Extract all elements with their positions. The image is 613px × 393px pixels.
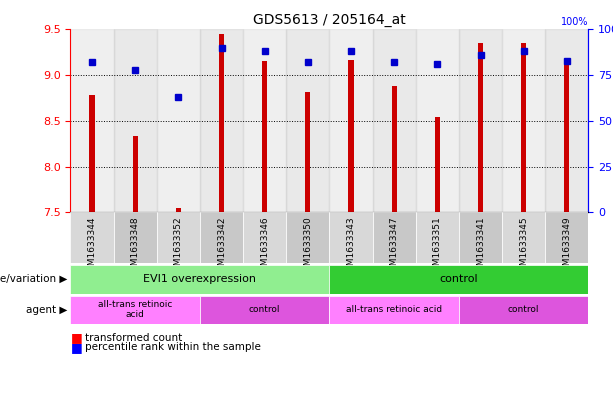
Bar [392, 86, 397, 212]
Text: GSM1633345: GSM1633345 [519, 216, 528, 277]
Bar [219, 34, 224, 212]
Text: GSM1633351: GSM1633351 [433, 216, 442, 277]
Bar [502, 29, 546, 212]
Bar [330, 296, 459, 324]
Bar [176, 208, 181, 212]
Bar [348, 60, 354, 212]
Bar [200, 296, 330, 324]
Text: GSM1633348: GSM1633348 [131, 216, 140, 277]
Text: 100%: 100% [561, 17, 588, 27]
Text: EVI1 overexpression: EVI1 overexpression [143, 274, 256, 285]
Bar [262, 61, 267, 212]
Text: all-trans retinoic
acid: all-trans retinoic acid [98, 300, 172, 320]
Bar [373, 212, 416, 263]
Bar [243, 29, 286, 212]
Bar [89, 95, 94, 212]
Bar [330, 212, 373, 263]
Text: agent ▶: agent ▶ [26, 305, 67, 315]
Bar [200, 212, 243, 263]
Bar [459, 296, 588, 324]
Bar [70, 296, 200, 324]
Bar [113, 29, 157, 212]
Bar [373, 29, 416, 212]
Bar [157, 212, 200, 263]
Bar [132, 136, 138, 212]
Bar [200, 29, 243, 212]
Text: transformed count: transformed count [85, 332, 182, 343]
Text: GSM1633346: GSM1633346 [261, 216, 269, 277]
Bar [546, 29, 588, 212]
Bar [113, 212, 157, 263]
Bar [305, 92, 311, 212]
Text: genotype/variation ▶: genotype/variation ▶ [0, 274, 67, 285]
Bar [70, 212, 113, 263]
Text: control: control [508, 305, 539, 314]
Bar [70, 265, 330, 294]
Bar [565, 64, 569, 212]
Bar [157, 29, 200, 212]
Bar [286, 29, 330, 212]
Bar [435, 117, 440, 212]
Text: control: control [440, 274, 478, 285]
Text: percentile rank within the sample: percentile rank within the sample [85, 342, 261, 353]
Text: GSM1633341: GSM1633341 [476, 216, 485, 277]
Text: GSM1633352: GSM1633352 [174, 216, 183, 277]
Bar [416, 29, 459, 212]
Bar [459, 29, 502, 212]
Text: control: control [249, 305, 281, 314]
Bar [459, 212, 502, 263]
Bar [70, 29, 113, 212]
Bar [330, 265, 588, 294]
Bar [243, 212, 286, 263]
Bar [502, 212, 546, 263]
Text: ■: ■ [70, 331, 82, 344]
Text: GSM1633349: GSM1633349 [562, 216, 571, 277]
Text: all-trans retinoic acid: all-trans retinoic acid [346, 305, 443, 314]
Text: GSM1633347: GSM1633347 [390, 216, 398, 277]
Bar [521, 43, 527, 212]
Text: ■: ■ [70, 341, 82, 354]
Text: GSM1633342: GSM1633342 [217, 216, 226, 277]
Bar [286, 212, 330, 263]
Title: GDS5613 / 205164_at: GDS5613 / 205164_at [253, 13, 406, 27]
Bar [330, 29, 373, 212]
Text: GSM1633344: GSM1633344 [88, 216, 97, 277]
Bar [416, 212, 459, 263]
Text: GSM1633343: GSM1633343 [346, 216, 356, 277]
Bar [546, 212, 588, 263]
Text: GSM1633350: GSM1633350 [303, 216, 313, 277]
Bar [478, 43, 483, 212]
